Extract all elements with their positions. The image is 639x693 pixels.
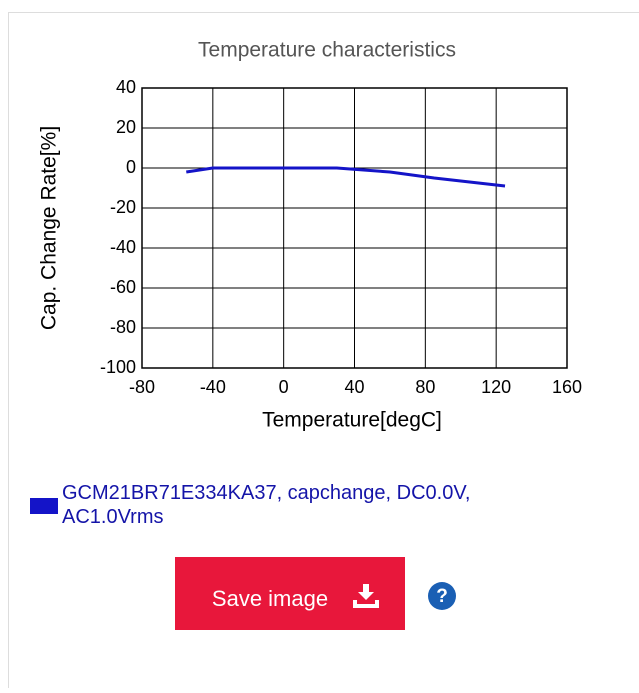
save-button[interactable]: Save image (175, 557, 405, 630)
legend-swatch (30, 498, 58, 514)
x-tick-label: 80 (415, 377, 435, 397)
y-tick-label: 20 (116, 117, 136, 137)
x-tick-label: 40 (344, 377, 364, 397)
y-tick-label: 0 (126, 157, 136, 177)
y-tick-label: -60 (110, 277, 136, 297)
save-button-label[interactable]: Save image (212, 586, 328, 611)
y-axis-label: Cap. Change Rate[%] (38, 126, 61, 330)
chart-title: Temperature characteristics (198, 39, 456, 62)
legend-label: GCM21BR71E334KA37, capchange, DC0.0V, AC… (62, 481, 542, 529)
x-tick-label: 160 (552, 377, 582, 397)
help-label[interactable]: ? (436, 586, 448, 607)
x-tick-label: 120 (481, 377, 511, 397)
x-tick-label: -40 (200, 377, 226, 397)
y-tick-label: 40 (116, 77, 136, 97)
x-tick-label: -80 (129, 377, 155, 397)
x-axis-label: Temperature[degC] (262, 409, 442, 432)
y-tick-label: -40 (110, 237, 136, 257)
y-tick-label: -80 (110, 317, 136, 337)
x-tick-label: 0 (279, 377, 289, 397)
y-tick-label: -100 (100, 357, 136, 377)
legend: GCM21BR71E334KA37, capchange, DC0.0V, AC… (62, 481, 542, 541)
y-tick-label: -20 (110, 197, 136, 217)
